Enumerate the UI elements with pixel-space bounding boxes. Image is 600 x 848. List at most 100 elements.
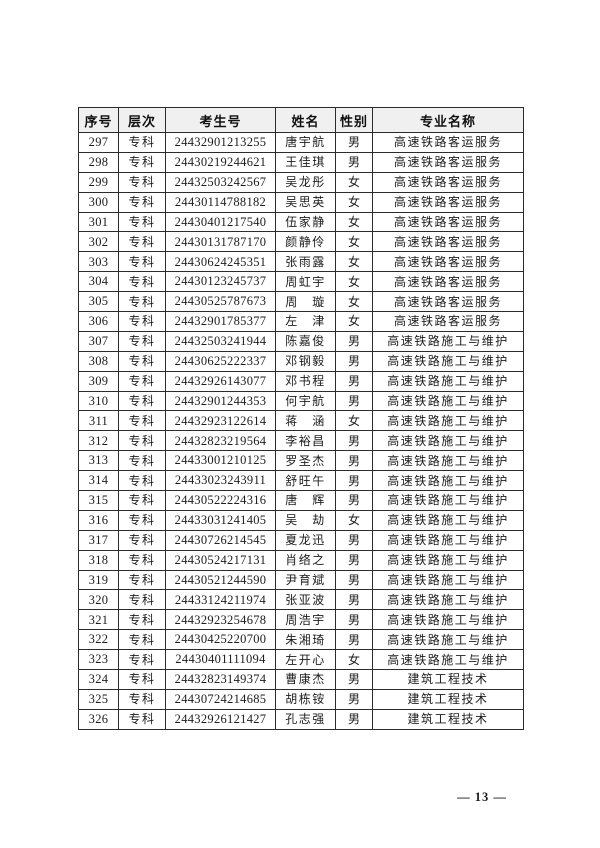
- cell-major: 高速铁路施工与维护: [372, 350, 524, 372]
- cell-name: 邓书程: [275, 370, 336, 392]
- cell-index: 300: [78, 191, 119, 213]
- cell-level: 专科: [118, 490, 166, 511]
- cell-index: 298: [78, 151, 119, 173]
- cell-name: 周浩宇: [275, 609, 336, 631]
- cell-gender: 男: [335, 589, 373, 611]
- cell-major: 高速铁路客运服务: [372, 151, 524, 173]
- cell-candidate-number: 24432503242567: [165, 171, 276, 193]
- table-row: 308 专科 24430625222337 邓钢毅 男 高速铁路施工与维护: [78, 350, 524, 372]
- cell-candidate-number: 24432926121427: [165, 708, 276, 730]
- cell-major: 高速铁路施工与维护: [372, 629, 524, 651]
- cell-level: 专科: [118, 509, 166, 531]
- cell-level: 专科: [118, 271, 166, 293]
- cell-candidate-number: 24432901213255: [165, 132, 276, 153]
- cell-level: 专科: [118, 549, 166, 571]
- cell-gender: 男: [335, 470, 373, 492]
- cell-level: 专科: [118, 470, 166, 492]
- cell-major: 高速铁路施工与维护: [372, 509, 524, 531]
- cell-gender: 男: [335, 350, 373, 372]
- cell-index: 325: [78, 688, 119, 710]
- cell-level: 专科: [118, 390, 166, 412]
- cell-candidate-number: 24432823219564: [165, 430, 276, 452]
- cell-candidate-number: 24430401111094: [165, 649, 276, 671]
- table-row: 323 专科 24430401111094 左开心 女 高速铁路施工与维护: [78, 649, 524, 671]
- table-row: 313 专科 24433001210125 罗圣杰 男 高速铁路施工与维护: [78, 450, 524, 472]
- cell-gender: 女: [335, 291, 373, 313]
- cell-index: 312: [78, 430, 119, 452]
- cell-candidate-number: 24430114788182: [165, 191, 276, 213]
- page-number: — 13 —: [457, 790, 507, 804]
- table-row: 298 专科 24430219244621 王佳琪 男 高速铁路客运服务: [78, 151, 524, 173]
- student-roster-table: 序号 层次 考生号 姓名 性别 专业名称 297 专科 244329012132…: [78, 107, 524, 730]
- cell-major: 高速铁路客运服务: [372, 291, 524, 313]
- cell-major: 建筑工程技术: [372, 708, 524, 730]
- table-row: 311 专科 24432923122614 蒋 涵 女 高速铁路施工与维护: [78, 410, 524, 432]
- cell-candidate-number: 24430521244590: [165, 569, 276, 591]
- cell-candidate-number: 24432823149374: [165, 669, 276, 690]
- cell-index: 308: [78, 350, 119, 372]
- table-row: 302 专科 24430131787170 颜静伶 女 高速铁路客运服务: [78, 231, 524, 253]
- cell-name: 张亚波: [275, 589, 336, 611]
- cell-index: 313: [78, 450, 119, 472]
- cell-name: 何宇航: [275, 390, 336, 412]
- cell-gender: 男: [335, 132, 373, 153]
- cell-major: 高速铁路客运服务: [372, 211, 524, 233]
- cell-level: 专科: [118, 330, 166, 352]
- cell-index: 303: [78, 251, 119, 273]
- cell-level: 专科: [118, 350, 166, 372]
- table-row: 321 专科 24432923254678 周浩宇 男 高速铁路施工与维护: [78, 609, 524, 631]
- cell-name: 周 璇: [275, 291, 336, 313]
- cell-candidate-number: 24430131787170: [165, 231, 276, 253]
- cell-gender: 男: [335, 629, 373, 651]
- cell-major: 建筑工程技术: [372, 688, 524, 710]
- cell-name: 陈嘉俊: [275, 330, 336, 352]
- cell-name: 吴 劫: [275, 509, 336, 531]
- cell-candidate-number: 24430401217540: [165, 211, 276, 233]
- cell-gender: 女: [335, 509, 373, 531]
- header-level: 层次: [118, 107, 166, 133]
- cell-name: 周虹宇: [275, 271, 336, 293]
- cell-level: 专科: [118, 251, 166, 273]
- table-row: 307 专科 24432503241944 陈嘉俊 男 高速铁路施工与维护: [78, 330, 524, 352]
- cell-major: 高速铁路客运服务: [372, 271, 524, 293]
- cell-name: 唐宇航: [275, 132, 336, 153]
- cell-major: 高速铁路客运服务: [372, 311, 524, 332]
- cell-candidate-number: 24433124211974: [165, 589, 276, 611]
- table-row: 301 专科 24430401217540 伍家静 女 高速铁路客运服务: [78, 211, 524, 233]
- cell-name: 邓钢毅: [275, 350, 336, 372]
- cell-gender: 男: [335, 549, 373, 571]
- cell-major: 高速铁路施工与维护: [372, 450, 524, 472]
- cell-name: 蒋 涵: [275, 410, 336, 432]
- cell-gender: 男: [335, 330, 373, 352]
- cell-gender: 女: [335, 271, 373, 293]
- cell-level: 专科: [118, 708, 166, 730]
- table-row: 299 专科 24432503242567 吴龙彤 女 高速铁路客运服务: [78, 171, 524, 193]
- header-major: 专业名称: [372, 107, 524, 133]
- cell-gender: 男: [335, 430, 373, 452]
- cell-candidate-number: 24430625222337: [165, 350, 276, 372]
- cell-name: 孔志强: [275, 708, 336, 730]
- cell-index: 314: [78, 470, 119, 492]
- cell-candidate-number: 24432923122614: [165, 410, 276, 432]
- cell-candidate-number: 24430726214545: [165, 529, 276, 551]
- cell-major: 高速铁路施工与维护: [372, 470, 524, 492]
- cell-name: 伍家静: [275, 211, 336, 233]
- table-row: 316 专科 24433031241405 吴 劫 女 高速铁路施工与维护: [78, 509, 524, 531]
- cell-gender: 女: [335, 211, 373, 233]
- table-row: 324 专科 24432823149374 曹康杰 男 建筑工程技术: [78, 669, 524, 690]
- cell-index: 304: [78, 271, 119, 293]
- cell-name: 王佳琪: [275, 151, 336, 173]
- cell-level: 专科: [118, 151, 166, 173]
- cell-level: 专科: [118, 311, 166, 332]
- table-row: 326 专科 24432926121427 孔志强 男 建筑工程技术: [78, 708, 524, 730]
- table-row: 305 专科 24430525787673 周 璇 女 高速铁路客运服务: [78, 291, 524, 313]
- cell-name: 吴龙彤: [275, 171, 336, 193]
- table-row: 309 专科 24432926143077 邓书程 男 高速铁路施工与维护: [78, 370, 524, 392]
- cell-candidate-number: 24433023243911: [165, 470, 276, 492]
- cell-level: 专科: [118, 688, 166, 710]
- cell-name: 吴思英: [275, 191, 336, 213]
- cell-major: 高速铁路施工与维护: [372, 410, 524, 432]
- cell-name: 尹育斌: [275, 569, 336, 591]
- cell-major: 高速铁路施工与维护: [372, 430, 524, 452]
